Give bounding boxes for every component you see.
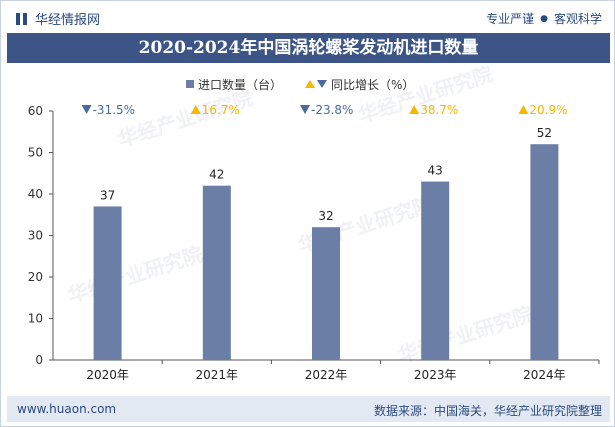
legend-growth-label: 同比增长（%） [331, 78, 414, 92]
y-tick-label: 30 [28, 229, 43, 243]
legend-series-label: 进口数量（台） [198, 77, 282, 92]
growth-up-triangle-icon [518, 105, 529, 114]
data-source: 数据来源：中国海关，华经产业研究院整理 [373, 404, 602, 418]
growth-up-triangle-icon [190, 105, 201, 114]
x-tick-label: 2021年 [196, 368, 239, 382]
tagline-dot-icon: ● [540, 13, 548, 24]
growth-value-label: 38.7% [420, 103, 458, 117]
title-bar: 2020-2024年中国涡轮螺桨发动机进口数量 [7, 33, 610, 63]
watermark-text: 华经产业研究院 [355, 63, 496, 128]
watermark-text: 华经产业研究院 [395, 302, 536, 368]
legend-bar-swatch [186, 80, 194, 88]
footer-bar: www.huaon.com 数据来源：中国海关，华经产业研究院整理 [7, 396, 610, 422]
data-bar [530, 144, 559, 360]
bar-value-label: 37 [100, 188, 115, 202]
brand-name: 华经情报网 [35, 13, 101, 28]
y-tick-label: 40 [28, 187, 43, 201]
bar-value-label: 52 [537, 126, 552, 140]
data-bar [421, 181, 450, 360]
y-tick-label: 50 [28, 146, 43, 160]
bar-value-label: 42 [209, 168, 224, 182]
data-bar [312, 227, 340, 360]
bar-value-label: 32 [318, 209, 333, 223]
y-tick-label: 60 [28, 104, 43, 118]
growth-value-label: -31.5% [93, 103, 135, 117]
y-tick-label: 0 [35, 353, 43, 367]
growth-down-triangle-icon [81, 105, 92, 114]
tagline-right: 客观科学 [553, 12, 602, 26]
watermark-text: 华经产业研究院 [65, 242, 206, 308]
growth-up-triangle-icon [409, 105, 420, 114]
chart-title: 2020-2024年中国涡轮螺桨发动机进口数量 [138, 38, 479, 58]
tagline: 专业严谨 ● 客观科学 [486, 10, 602, 27]
bar-value-label: 43 [428, 164, 443, 178]
growth-down-triangle-icon [300, 105, 310, 114]
data-bar [93, 206, 122, 360]
website-link[interactable]: www.huaon.com [17, 402, 117, 416]
legend-down-triangle-icon [317, 80, 327, 88]
growth-value-label: 16.7% [202, 103, 240, 117]
watermark-text: 华经产业研究院 [115, 86, 256, 152]
data-bar [202, 185, 231, 360]
growth-value-label: -23.8% [311, 103, 353, 117]
y-tick-label: 10 [28, 312, 43, 326]
brand-logo-icon [15, 12, 29, 26]
x-tick-label: 2023年 [414, 368, 457, 382]
x-tick-label: 2022年 [305, 368, 348, 382]
x-tick-label: 2020年 [86, 368, 129, 382]
legend-up-triangle-icon [305, 80, 315, 88]
growth-value-label: 20.9% [529, 103, 567, 117]
top-bar: 华经情报网 专业严谨 ● 客观科学 [1, 1, 615, 33]
y-tick-label: 20 [28, 270, 43, 284]
chart-plot: 华经产业研究院 华经产业研究院华经产业研究院华经产业研究院华经产业研究院进口数量（… [28, 63, 600, 382]
x-tick-label: 2024年 [523, 368, 566, 382]
brand[interactable]: 华经情报网 [15, 9, 100, 28]
tagline-left: 专业严谨 [486, 12, 535, 26]
